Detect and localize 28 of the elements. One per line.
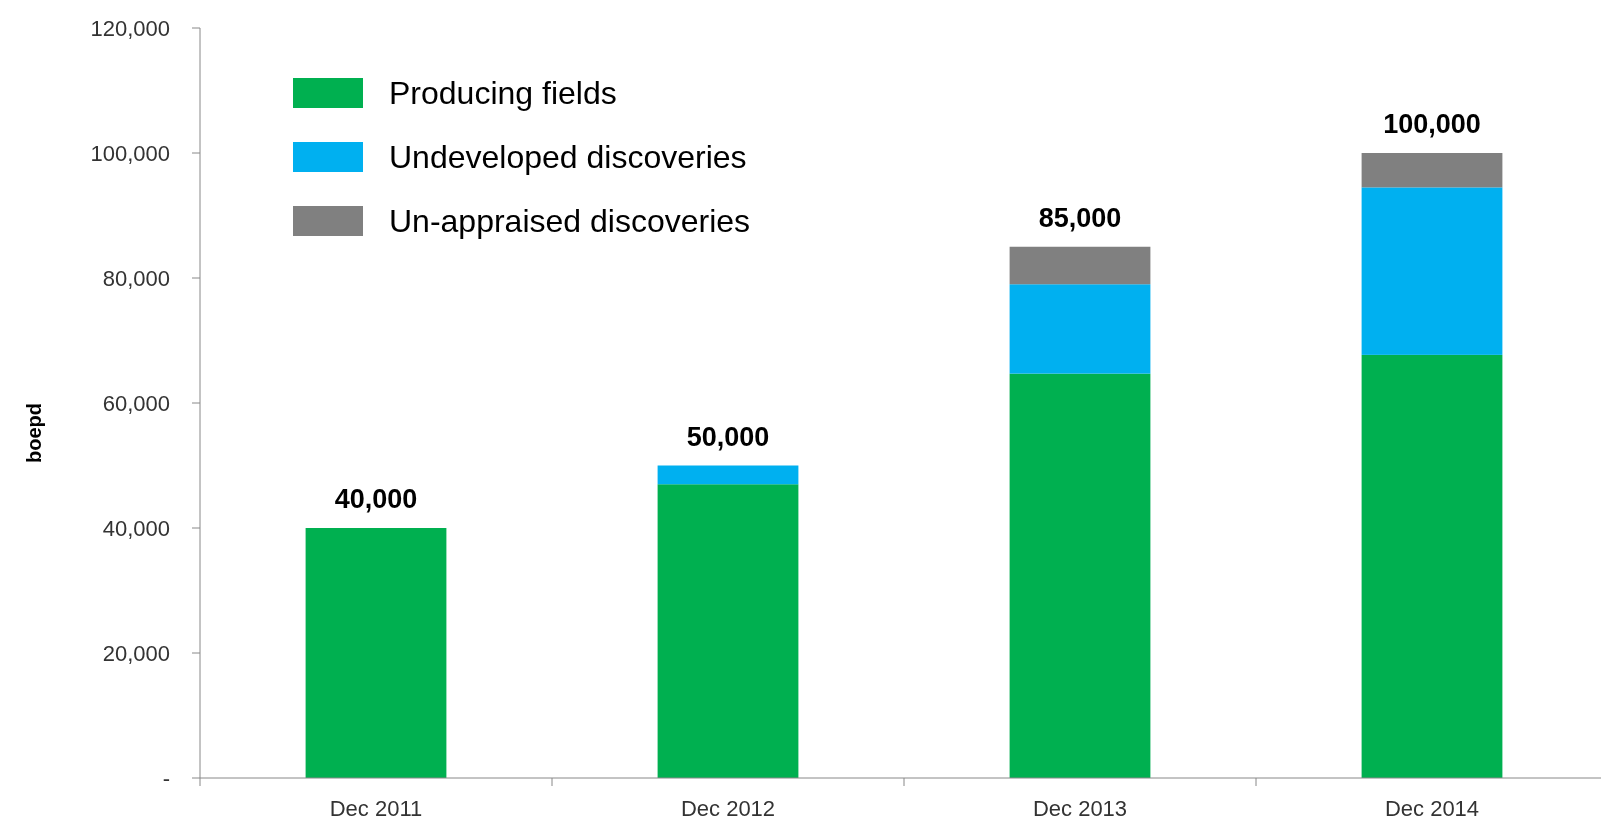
bar [1009,373,1151,778]
y-tick-label: 60,000 [102,390,170,416]
legend-label: Undeveloped discoveries [389,139,747,176]
y-tick-label: 40,000 [102,515,170,541]
y-tick-label: 20,000 [102,640,170,666]
bar [1361,354,1503,778]
y-tick-label: 120,000 [90,15,170,41]
x-tick-label: Dec 2012 [680,796,776,821]
bar [1009,246,1151,285]
x-tick-label: Dec 2011 [329,796,423,821]
total-label: 40,000 [334,484,418,514]
bar [657,484,799,778]
bar [657,465,799,485]
bar [1009,284,1151,374]
bar [305,528,447,778]
total-label: 85,000 [1038,202,1122,233]
legend-label: Un-appraised discoveries [389,203,751,240]
x-tick-label: Dec 2014 [1384,796,1480,821]
total-label: 50,000 [686,421,770,452]
y-tick-label: 100,000 [90,140,170,166]
x-tick-label: Dec 2013 [1032,796,1128,821]
legend-label: Producing fields [389,75,617,112]
y-axis-title: boepd [23,403,45,463]
bar [1361,187,1503,355]
y-tick-label: 80,000 [102,265,170,291]
total-label: 100,000 [1383,109,1481,139]
y-tick-label: - [162,765,170,791]
bar [1361,153,1503,188]
